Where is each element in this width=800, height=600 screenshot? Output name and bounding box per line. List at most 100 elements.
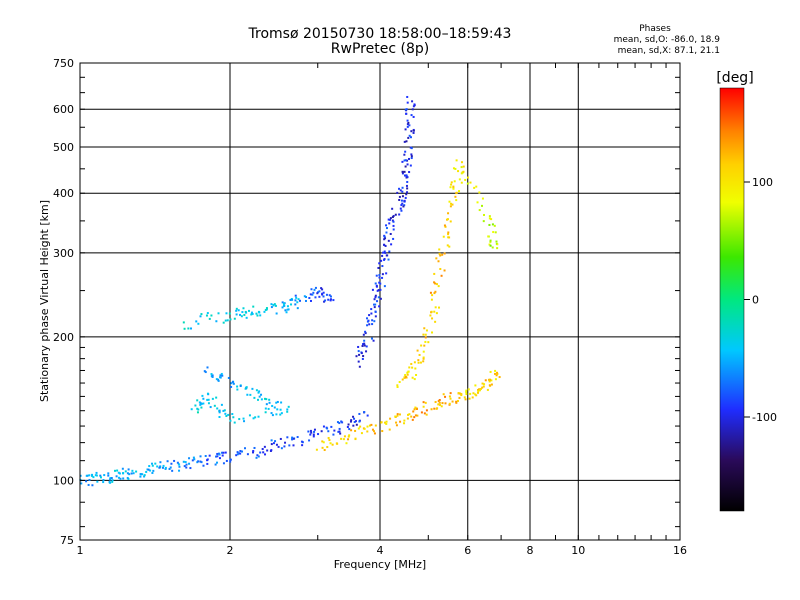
data-point — [121, 467, 124, 470]
data-point — [444, 225, 447, 228]
data-point — [385, 254, 388, 257]
data-point — [389, 417, 392, 420]
data-point — [416, 414, 419, 417]
data-point — [407, 413, 410, 416]
data-point — [371, 319, 374, 322]
data-point — [447, 212, 450, 215]
x-tick-label: 10 — [571, 544, 585, 557]
data-point — [166, 460, 169, 463]
data-point — [218, 416, 221, 419]
data-point — [238, 418, 241, 421]
data-point — [253, 446, 256, 449]
data-point — [373, 432, 376, 435]
data-point — [362, 355, 365, 358]
data-point — [424, 401, 427, 404]
data-point — [279, 437, 282, 440]
data-point — [451, 203, 454, 206]
data-point — [434, 320, 437, 323]
data-point — [404, 375, 407, 378]
data-point — [309, 299, 312, 302]
data-point — [399, 420, 402, 423]
data-point — [203, 370, 206, 373]
data-point — [352, 424, 355, 427]
data-point — [221, 454, 224, 457]
x-tick-label: 1 — [77, 544, 84, 557]
data-point — [379, 282, 382, 285]
data-point — [409, 146, 412, 149]
stats-line-o: mean, sd,O: -86.0, 18.9 — [614, 35, 721, 45]
data-point — [358, 420, 361, 423]
data-point — [320, 287, 323, 290]
data-point — [271, 404, 274, 407]
data-point — [394, 213, 397, 216]
data-point — [182, 321, 185, 324]
data-point — [375, 285, 378, 288]
data-point — [122, 472, 125, 475]
data-point — [474, 384, 477, 387]
data-point — [171, 469, 174, 472]
data-point — [200, 406, 203, 409]
data-point — [365, 345, 368, 348]
data-point — [332, 433, 335, 436]
data-point — [496, 372, 499, 375]
data-point — [147, 468, 150, 471]
data-point — [358, 365, 361, 368]
data-point — [366, 317, 369, 320]
data-point — [314, 286, 317, 289]
data-point — [311, 293, 314, 296]
data-point — [363, 344, 366, 347]
data-point — [257, 455, 260, 458]
data-point — [406, 191, 409, 194]
data-point — [403, 199, 406, 202]
data-point — [396, 191, 399, 194]
data-point — [404, 159, 407, 162]
chart-subtitle: RwPretec (8p) — [331, 41, 429, 57]
data-point — [382, 251, 385, 254]
data-point — [117, 476, 120, 479]
data-point — [327, 298, 330, 301]
data-point — [413, 103, 416, 106]
data-point — [359, 425, 362, 428]
data-point — [286, 436, 289, 439]
data-point — [318, 295, 321, 298]
data-point — [425, 413, 428, 416]
data-point — [249, 393, 252, 396]
data-point — [406, 417, 409, 420]
data-point — [449, 220, 452, 223]
data-point — [348, 428, 351, 431]
data-point — [122, 477, 125, 480]
data-point — [440, 405, 443, 408]
data-point — [406, 101, 409, 104]
data-point — [452, 167, 455, 170]
data-point — [414, 367, 417, 370]
data-point — [401, 378, 404, 381]
data-point — [495, 374, 498, 377]
data-point — [149, 469, 152, 472]
y-tick-label: 300 — [53, 247, 74, 260]
data-point — [488, 380, 491, 383]
data-point — [88, 474, 91, 477]
data-point — [127, 478, 130, 481]
data-point — [264, 308, 267, 311]
data-point — [273, 303, 276, 306]
data-point — [459, 392, 462, 395]
data-point — [343, 435, 346, 438]
data-point — [221, 374, 224, 377]
data-point — [200, 461, 203, 464]
data-point — [464, 178, 467, 181]
data-point — [183, 465, 186, 468]
data-point — [439, 254, 442, 257]
data-point — [202, 402, 205, 405]
data-point — [262, 451, 265, 454]
data-point — [494, 369, 497, 372]
data-point — [316, 291, 319, 294]
data-point — [130, 472, 133, 475]
data-point — [286, 408, 289, 411]
data-point — [243, 420, 246, 423]
data-point — [283, 445, 286, 448]
data-point — [143, 475, 146, 478]
data-point — [390, 243, 393, 246]
data-point — [364, 330, 367, 333]
data-point — [326, 446, 329, 449]
